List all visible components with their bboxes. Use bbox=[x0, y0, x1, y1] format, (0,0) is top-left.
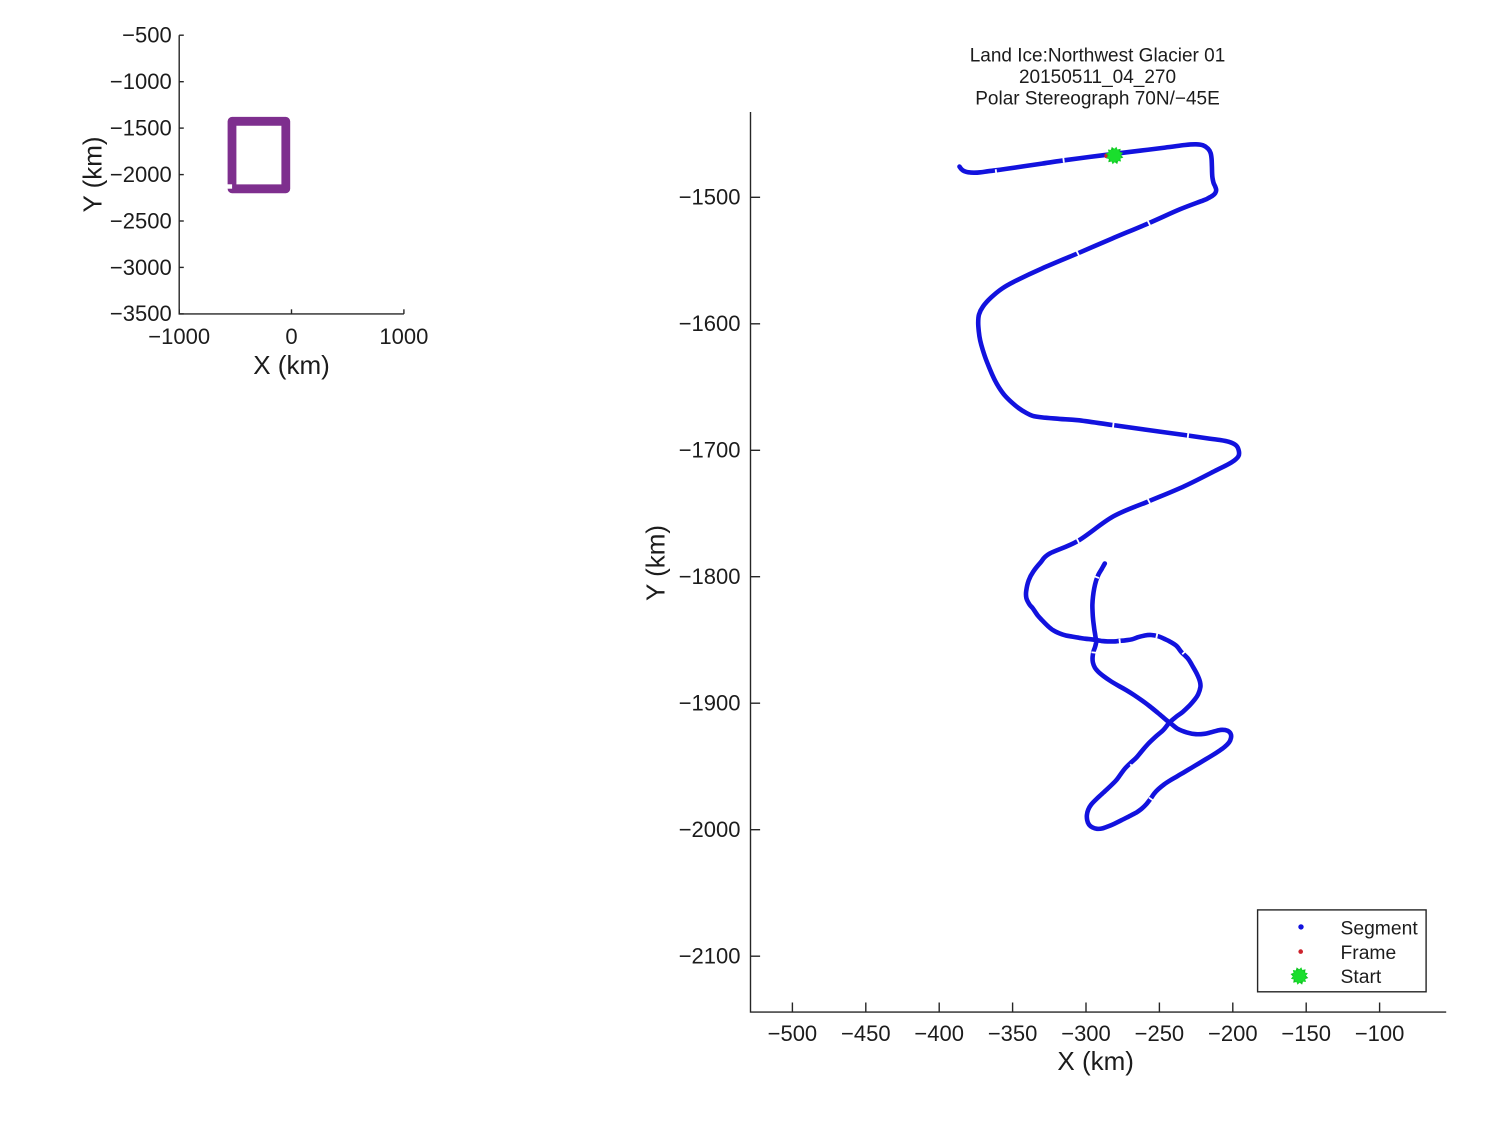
svg-text:Y (km): Y (km) bbox=[641, 525, 671, 601]
svg-text:−1800: −1800 bbox=[679, 564, 741, 589]
svg-text:Y (km): Y (km) bbox=[78, 136, 108, 212]
svg-text:−1600: −1600 bbox=[679, 311, 741, 336]
svg-text:Frame: Frame bbox=[1341, 943, 1397, 964]
svg-text:0: 0 bbox=[285, 324, 297, 349]
svg-text:X (km): X (km) bbox=[253, 350, 330, 380]
svg-text:−500: −500 bbox=[122, 23, 172, 48]
svg-text:1000: 1000 bbox=[379, 324, 428, 349]
svg-text:−400: −400 bbox=[914, 1021, 964, 1046]
svg-text:−2000: −2000 bbox=[679, 817, 741, 842]
svg-text:−300: −300 bbox=[1061, 1021, 1111, 1046]
svg-text:−1500: −1500 bbox=[110, 115, 172, 140]
svg-text:−3000: −3000 bbox=[110, 255, 172, 280]
svg-text:−2100: −2100 bbox=[679, 944, 741, 969]
svg-text:Polar Stereograph 70N/−45E: Polar Stereograph 70N/−45E bbox=[975, 88, 1220, 109]
svg-text:−200: −200 bbox=[1208, 1021, 1258, 1046]
svg-text:−500: −500 bbox=[768, 1021, 818, 1046]
svg-text:Land Ice:Northwest Glacier 01: Land Ice:Northwest Glacier 01 bbox=[970, 46, 1226, 67]
svg-text:−1900: −1900 bbox=[679, 691, 741, 716]
svg-text:−3500: −3500 bbox=[110, 301, 172, 326]
svg-text:Start: Start bbox=[1341, 967, 1382, 988]
svg-text:−1000: −1000 bbox=[110, 69, 172, 94]
svg-text:−450: −450 bbox=[841, 1021, 891, 1046]
svg-text:−150: −150 bbox=[1281, 1021, 1331, 1046]
svg-text:20150511_04_270: 20150511_04_270 bbox=[1019, 67, 1176, 88]
svg-text:−2000: −2000 bbox=[110, 162, 172, 187]
svg-text:−100: −100 bbox=[1355, 1021, 1405, 1046]
svg-text:−350: −350 bbox=[988, 1021, 1038, 1046]
svg-text:X (km): X (km) bbox=[1057, 1046, 1134, 1076]
svg-text:−250: −250 bbox=[1135, 1021, 1185, 1046]
svg-text:Segment: Segment bbox=[1341, 918, 1419, 939]
svg-text:−2500: −2500 bbox=[110, 208, 172, 233]
svg-text:−1500: −1500 bbox=[679, 185, 741, 210]
svg-text:−1700: −1700 bbox=[679, 438, 741, 463]
svg-text:−1000: −1000 bbox=[148, 324, 210, 349]
